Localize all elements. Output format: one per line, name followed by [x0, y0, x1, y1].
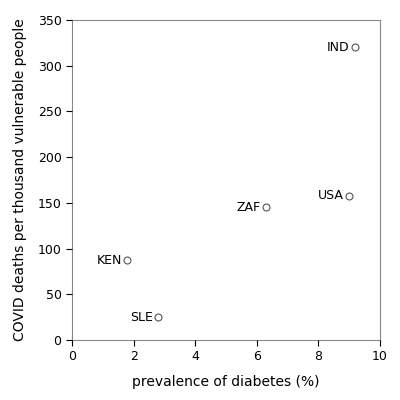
- Y-axis label: COVID deaths per thousand vulnerable people: COVID deaths per thousand vulnerable peo…: [12, 19, 26, 341]
- Text: USA: USA: [318, 189, 344, 202]
- X-axis label: prevalence of diabetes (%): prevalence of diabetes (%): [132, 374, 320, 388]
- Text: ZAF: ZAF: [236, 201, 260, 214]
- Text: IND: IND: [327, 41, 350, 54]
- Text: SLE: SLE: [130, 311, 153, 324]
- Text: KEN: KEN: [96, 254, 122, 267]
